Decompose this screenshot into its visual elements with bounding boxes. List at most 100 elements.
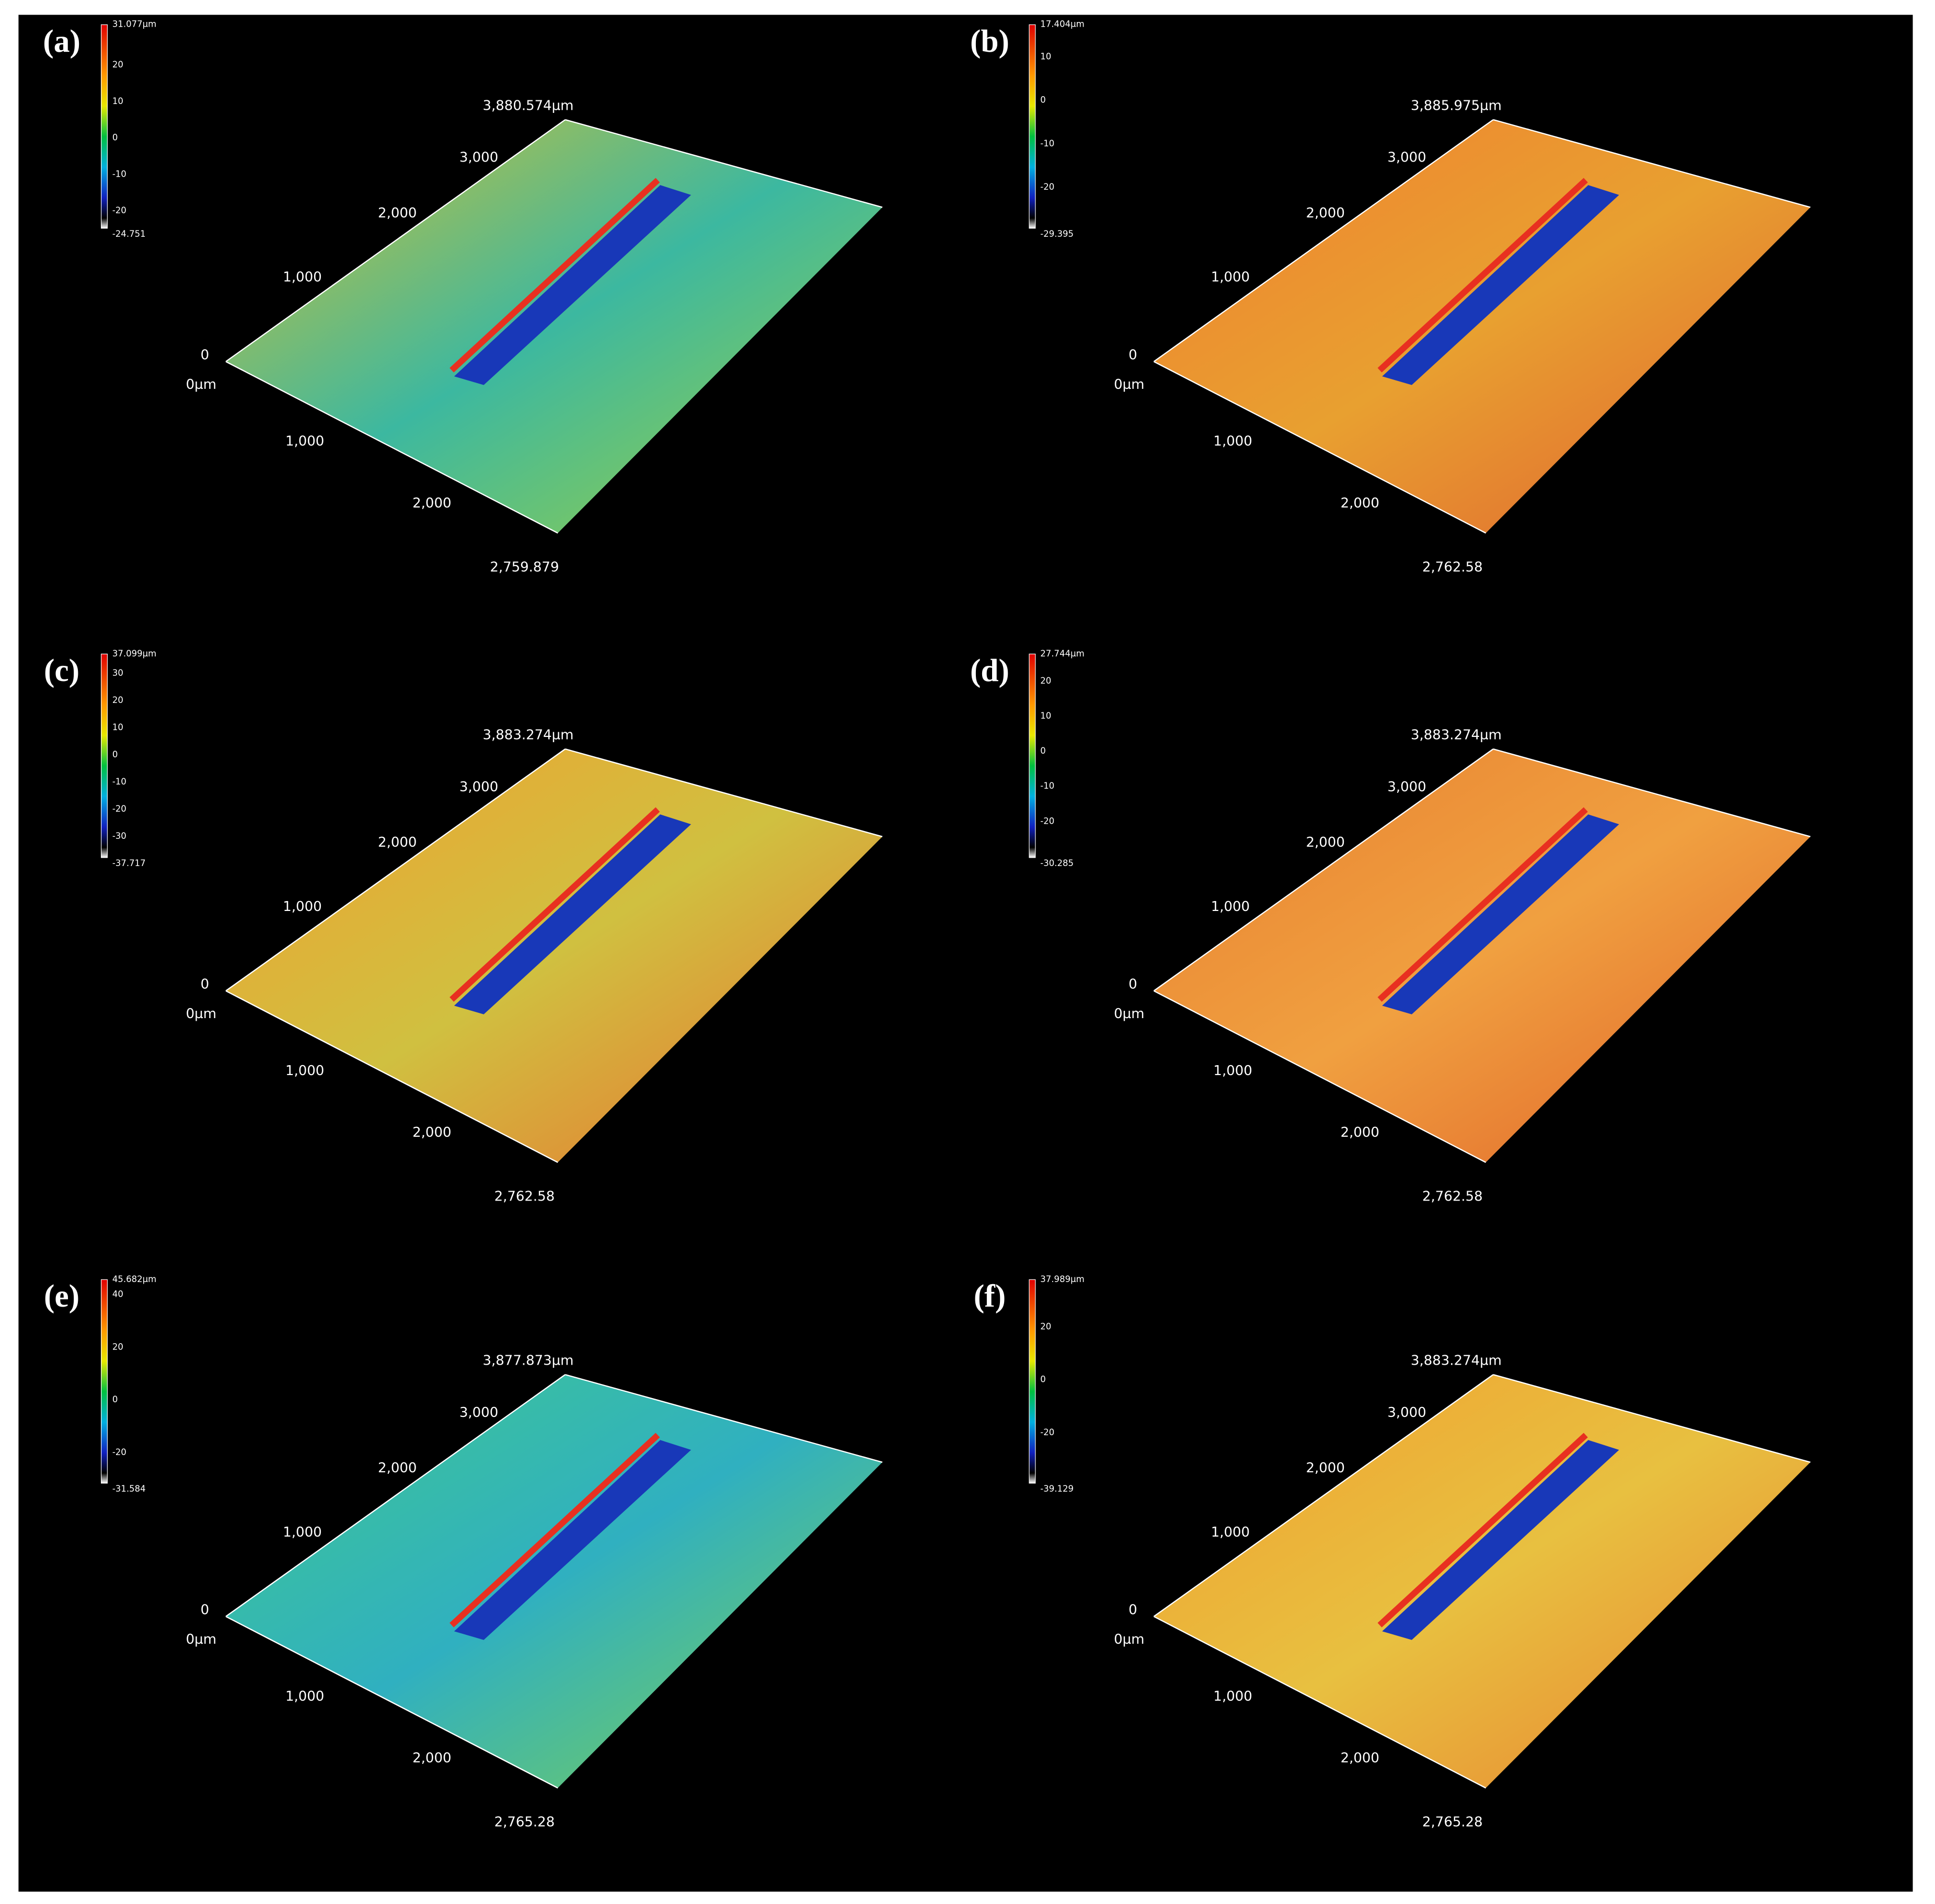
colorbar-tick: -20 [112, 804, 126, 814]
colorbar [101, 1279, 108, 1484]
x-tick-label: 1,000 [285, 434, 324, 449]
surface [1154, 1375, 1811, 1788]
colorbar-min: -24.751 [112, 229, 146, 239]
colorbar-tick: 0 [112, 749, 118, 759]
colorbar [1029, 24, 1036, 229]
colorbar-min: -29.395 [1040, 229, 1074, 239]
x-axis-edge [1153, 361, 1487, 534]
y-tick-label: 1,000 [1211, 899, 1250, 915]
y-tick-label: 3,000 [459, 779, 498, 795]
trench [454, 1440, 692, 1640]
y-axis-end: 3,877.873µm [483, 1353, 574, 1369]
y-axis-end: 3,885.975µm [1411, 98, 1502, 114]
colorbar-max: 37.989µm [1040, 1274, 1084, 1284]
y-tick-label: 1,000 [283, 270, 321, 285]
y-tick-label: 3,000 [459, 150, 498, 166]
y-tick-label: 2,000 [378, 835, 417, 850]
colorbar-tick: -20 [1040, 1427, 1054, 1437]
x-axis-end: 2,759.879 [490, 560, 559, 575]
colorbar-tick: 0 [112, 1394, 118, 1404]
panel-label: (d) [970, 653, 1009, 688]
trench-rim [1377, 807, 1588, 1002]
colorbar-tick: -10 [1040, 781, 1054, 791]
panel-label: (c) [44, 653, 79, 688]
colorbar-tick: -20 [1040, 816, 1054, 826]
colorbar-min: -31.584 [112, 1484, 146, 1494]
x-tick-label: 2,000 [1341, 495, 1379, 511]
y-tick-label: 3,000 [459, 1405, 498, 1421]
y-axis-edge [225, 1374, 566, 1617]
top-edge [565, 1374, 883, 1463]
x-tick-label: 2,000 [1341, 1750, 1379, 1766]
colorbar-tick: 0 [112, 133, 118, 143]
colorbar-tick: 10 [1040, 711, 1051, 721]
x-axis-origin: 0µm [1114, 377, 1144, 393]
top-edge [1493, 119, 1811, 208]
top-edge [1493, 748, 1811, 837]
colorbar-tick: -10 [1040, 139, 1054, 148]
colorbar-tick: 30 [112, 668, 123, 678]
x-axis-end: 2,762.58 [1422, 1189, 1483, 1205]
colorbar-tick: -20 [112, 205, 126, 215]
x-tick-label: 2,000 [412, 495, 451, 511]
y-tick-label: 0 [1128, 977, 1137, 993]
y-axis-edge [225, 119, 566, 362]
y-axis-edge [225, 748, 566, 991]
y-axis-edge [1153, 748, 1494, 991]
x-axis-edge [225, 990, 558, 1163]
colorbar-tick: 20 [112, 60, 123, 70]
colorbar-max: 17.404µm [1040, 19, 1084, 29]
surface [1154, 120, 1811, 533]
colorbar-max: 37.099µm [112, 649, 156, 659]
trench-rim [450, 807, 660, 1002]
colorbar-tick: 10 [1040, 51, 1051, 61]
trench [1382, 185, 1619, 385]
y-axis-edge [1153, 1374, 1494, 1617]
x-axis-edge [225, 1615, 558, 1789]
trench [454, 814, 692, 1014]
colorbar-tick: 20 [112, 695, 123, 705]
colorbar-tick: 40 [112, 1289, 123, 1299]
colorbar-tick: -10 [112, 777, 126, 787]
x-axis-end: 2,765.28 [494, 1815, 555, 1830]
x-axis-end: 2,762.58 [494, 1189, 555, 1205]
y-tick-label: 0 [1128, 347, 1137, 363]
y-axis-end: 3,883.274µm [1411, 728, 1502, 743]
colorbar-tick: -20 [112, 1447, 126, 1457]
colorbar-max: 27.744µm [1040, 649, 1084, 659]
x-axis-end: 2,765.28 [1422, 1815, 1483, 1830]
y-tick-label: 0 [201, 977, 210, 993]
colorbar [101, 653, 108, 858]
y-tick-label: 2,000 [1306, 1460, 1345, 1476]
colorbar-tick: -10 [112, 169, 126, 179]
colorbar-min: -39.129 [1040, 1484, 1074, 1494]
y-axis-end: 3,883.274µm [1411, 1353, 1502, 1369]
panel-label: (b) [970, 24, 1009, 59]
colorbar-tick: 20 [112, 1342, 123, 1352]
surface [226, 749, 883, 1163]
x-tick-label: 2,000 [1341, 1125, 1379, 1140]
colorbar-min: -30.285 [1040, 858, 1074, 868]
trench [454, 185, 692, 385]
surface [226, 120, 883, 533]
trench [1382, 1440, 1619, 1640]
panel-label: (f) [974, 1278, 1006, 1314]
colorbar-tick: 20 [1040, 1322, 1051, 1332]
y-tick-label: 1,000 [1211, 270, 1250, 285]
colorbar-tick: 10 [112, 722, 123, 732]
x-tick-label: 1,000 [285, 1689, 324, 1704]
x-axis-end: 2,762.58 [1422, 560, 1483, 575]
x-axis-edge [225, 361, 558, 534]
y-tick-label: 0 [1128, 1602, 1137, 1618]
top-edge [565, 748, 883, 837]
colorbar-tick: 0 [1040, 746, 1046, 756]
y-tick-label: 2,000 [1306, 205, 1345, 221]
colorbar-tick: 20 [1040, 676, 1051, 686]
x-tick-label: 2,000 [412, 1750, 451, 1766]
x-axis-origin: 0µm [186, 1632, 216, 1647]
x-axis-origin: 0µm [1114, 1632, 1144, 1647]
x-tick-label: 1,000 [1213, 434, 1252, 449]
y-tick-label: 3,000 [1387, 150, 1426, 166]
y-tick-label: 1,000 [1211, 1525, 1250, 1540]
